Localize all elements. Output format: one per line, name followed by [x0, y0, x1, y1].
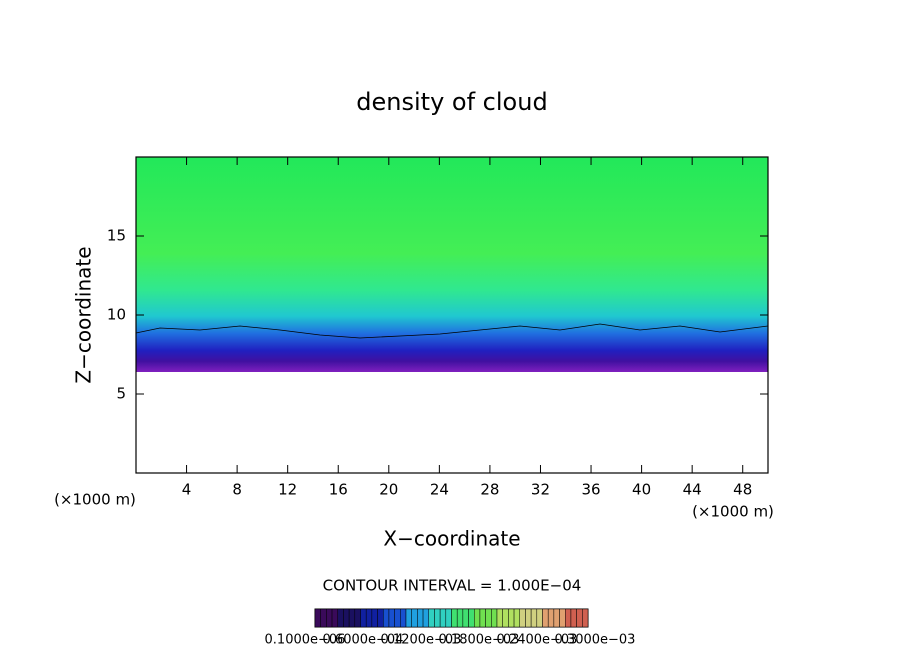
colorbar-stripe: [474, 608, 481, 628]
colorbar-stripe: [331, 608, 338, 628]
colorbar-label: 0.2400e−03: [497, 633, 578, 648]
colorbar-stripe: [326, 608, 333, 628]
colorbar-stripe: [496, 608, 503, 628]
colorbar-label: 0.1200e−03: [381, 633, 462, 648]
colorbar-stripe: [479, 608, 486, 628]
y-tick-label: 15: [107, 227, 126, 245]
y-tick-label: 5: [116, 385, 126, 403]
colorbar-stripe: [485, 608, 492, 628]
x-tick-label: 32: [531, 481, 550, 499]
colorbar-stripe: [422, 608, 429, 628]
colorbar-stripe: [456, 608, 464, 628]
colorbar-stripe: [383, 608, 390, 628]
colorbar-stripe: [508, 608, 515, 628]
colorbar-stripe: [320, 608, 327, 628]
colorbar-label: 0.3000e−03: [555, 633, 636, 648]
colorbar-stripe: [365, 608, 373, 628]
colorbar-stripe: [582, 608, 589, 628]
colorbar-stripe: [559, 608, 566, 628]
colorbar-stripe: [547, 608, 555, 628]
colorbar-stripe: [348, 608, 356, 628]
x-axis-label: X−coordinate: [383, 527, 520, 551]
contour-line: [135, 323, 769, 339]
y-tick-label: 10: [107, 306, 126, 324]
colorbar-stripe: [451, 608, 458, 628]
colorbar-stripe: [314, 608, 321, 628]
colorbar-stripe: [468, 608, 475, 628]
colorbar-stripe: [371, 608, 378, 628]
x-tick-label: 4: [182, 481, 192, 499]
x-tick-label: 12: [278, 481, 297, 499]
colorbar-stripe: [394, 608, 401, 628]
colorbar-stripe: [417, 608, 424, 628]
colorbar-stripe: [343, 608, 350, 628]
colorbar-stripe: [576, 608, 583, 628]
colorbar-stripe: [519, 608, 526, 628]
colorbar-stripe: [491, 608, 498, 628]
colorbar-stripe: [388, 608, 395, 628]
contour-note: CONTOUR INTERVAL = 1.000E−04: [323, 577, 582, 595]
colorbar-stripe: [525, 608, 532, 628]
x-tick-label: 36: [581, 481, 600, 499]
colorbar-label: 0.1800e−03: [439, 633, 520, 648]
colorbar-stripe: [565, 608, 572, 628]
colorbar-label: 0.6000e−04: [323, 633, 404, 648]
colorbar-stripe: [530, 608, 538, 628]
colorbar-stripe: [405, 608, 412, 628]
colorbar-stripe: [439, 608, 447, 628]
colorbar-stripe: [542, 608, 549, 628]
colorbar-label: 0.1000e−06: [265, 633, 346, 648]
x-tick-label: 28: [480, 481, 499, 499]
y-axis-label: Z−coordinate: [72, 246, 96, 383]
x-tick-label: 20: [379, 481, 398, 499]
colorbar-stripe: [434, 608, 441, 628]
colorbar-stripe: [400, 608, 407, 628]
x-tick-label: 40: [632, 481, 651, 499]
x-tick-label: 24: [430, 481, 449, 499]
cloud-field: [136, 157, 768, 372]
colorbar-stripe: [462, 608, 469, 628]
colorbar-stripe: [553, 608, 560, 628]
x-tick-label: 48: [733, 481, 752, 499]
colorbar-stripe: [445, 608, 452, 628]
colorbar-stripe: [337, 608, 344, 628]
colorbar-stripe: [502, 608, 509, 628]
colorbar-stripe: [360, 608, 367, 628]
x-tick-label: 16: [329, 481, 348, 499]
colorbar-stripe: [570, 608, 577, 628]
colorbar-stripe: [377, 608, 384, 628]
colorbar-stripe: [513, 608, 520, 628]
colorbar-stripe: [411, 608, 418, 628]
colorbar-stripe: [428, 608, 435, 628]
x-tick-label: 8: [232, 481, 242, 499]
x-unit-label: (×1000 m): [54, 491, 136, 509]
chart-title: density of cloud: [356, 88, 547, 116]
x-unit-label: (×1000 m): [692, 503, 774, 521]
colorbar-stripe: [536, 608, 543, 628]
x-tick-label: 44: [683, 481, 702, 499]
colorbar-stripe: [354, 608, 361, 628]
